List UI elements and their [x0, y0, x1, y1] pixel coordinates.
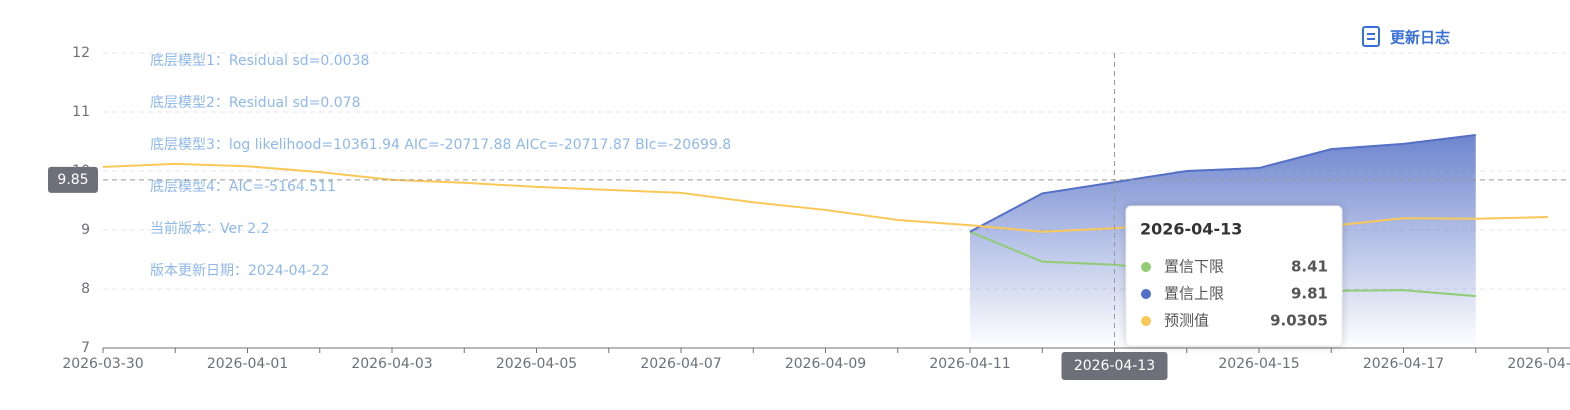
annotation: 底层模型3：log likelihood=10361.94 AIC=-20717…: [150, 137, 731, 153]
pointer-label-bg: [48, 166, 98, 193]
y-tick-label: 11: [72, 104, 90, 120]
x-tick-label: 2026-04-07: [640, 356, 721, 372]
x-tick-label: 2026-04-01: [207, 356, 288, 372]
button-label: 更新日志: [1390, 29, 1450, 47]
annotation: 底层模型1：Residual sd=0.0038: [150, 53, 369, 69]
annotation: 当前版本：Ver 2.2: [150, 220, 270, 237]
pointer-y-label: 9.85: [57, 172, 88, 188]
annotation: 底层模型2：Residual sd=0.078: [150, 95, 360, 111]
y-tick-label: 7: [81, 340, 90, 356]
pointer-x-label: 2026-04-13: [1074, 358, 1155, 374]
x-tick-label: 2026-04-15: [1218, 356, 1299, 372]
y-tick-label: 8: [81, 281, 90, 297]
tooltip-title: 2026-04-13: [1140, 220, 1242, 239]
tooltip-value: 9.81: [1291, 285, 1328, 303]
x-tick-label: 2026-04-03: [351, 356, 432, 372]
tooltip-dot: [1141, 289, 1151, 299]
annotation: 底层模型4：AIC=-5164.511: [150, 179, 336, 195]
tooltip-value: 8.41: [1291, 258, 1328, 276]
y-tick-label: 9: [81, 222, 90, 238]
tooltip-value: 9.0305: [1270, 312, 1328, 330]
annotation: 版本更新日期：2024-04-22: [150, 263, 329, 279]
series-line: [969, 134, 1476, 233]
tooltip: 2026-04-13 置信下限 8.41 置信上限 9.81 预测值 9.0305: [1125, 205, 1343, 347]
tooltip-dot: [1141, 316, 1151, 326]
x-tick-label: 2026-03-30: [62, 356, 143, 372]
tooltip-box: [1125, 205, 1343, 347]
icon: [1362, 26, 1380, 47]
tooltip-dot: [1141, 262, 1151, 272]
x-tick-label: 2026-04-17: [1363, 356, 1444, 372]
x-tick-label: 2026-04-05: [496, 356, 577, 372]
tooltip-name: 置信上限: [1164, 285, 1224, 303]
x-tick-label: 2026-04-09: [785, 356, 866, 372]
tooltip-name: 预测值: [1164, 312, 1209, 330]
y-tick-label: 12: [72, 45, 90, 61]
tooltip-name: 置信下限: [1164, 258, 1224, 276]
x-tick-label: 2026-04-19: [1507, 356, 1570, 372]
pointer-label-bg: [1061, 352, 1168, 380]
x-tick-label: 2026-04-11: [929, 356, 1010, 372]
changelog-button[interactable]: 更新日志: [1362, 26, 1450, 47]
